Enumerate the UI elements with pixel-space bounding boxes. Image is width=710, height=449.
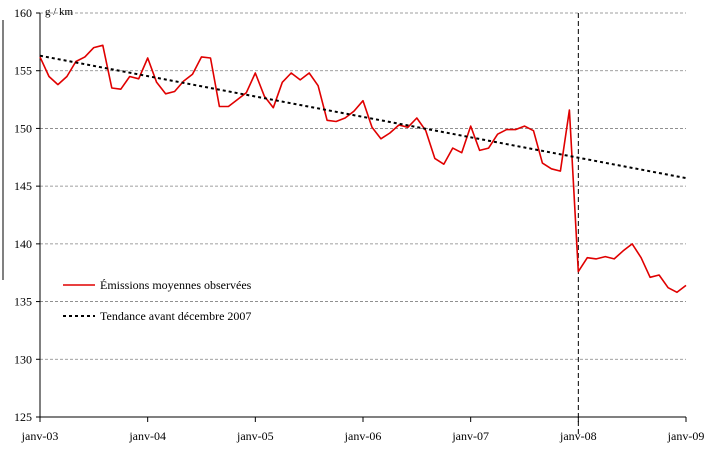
y-tick-label: 125 [14, 410, 32, 424]
legend: Émissions moyennes observées Tendance ava… [63, 278, 252, 323]
x-axis-ticks: janv-03 janv-04 janv-05 janv-06 janv-07 janv-… [21, 417, 705, 443]
legend-label: Tendance avant décembre 2007 [100, 309, 251, 323]
legend-label: Émissions moyennes observées [100, 278, 252, 292]
y-tick-label: 160 [14, 6, 32, 20]
gridlines [40, 12, 686, 360]
y-axis-ticks: 125 130 135 140 145 150 155 160 [14, 6, 40, 424]
y-tick-label: 135 [14, 295, 32, 309]
x-tick-label: janv-03 [21, 429, 59, 443]
x-tick-label: janv-06 [344, 429, 382, 443]
emissions-line [39, 44, 687, 294]
trend-line [39, 54, 687, 180]
x-tick-label: janv-09 [667, 429, 705, 443]
x-tick-label: janv-04 [128, 429, 166, 443]
y-tick-label: 155 [14, 64, 32, 78]
y-tick-label: 130 [14, 352, 32, 366]
y-tick-label: 140 [14, 237, 32, 251]
y-axis-unit-label: g / km [45, 6, 74, 18]
series-layer [39, 44, 687, 294]
y-tick-label: 150 [14, 121, 32, 135]
y-tick-label: 145 [14, 179, 32, 193]
x-tick-label: janv-07 [451, 429, 489, 443]
x-tick-label: janv-05 [236, 429, 274, 443]
x-tick-label: janv-08 [559, 429, 597, 443]
